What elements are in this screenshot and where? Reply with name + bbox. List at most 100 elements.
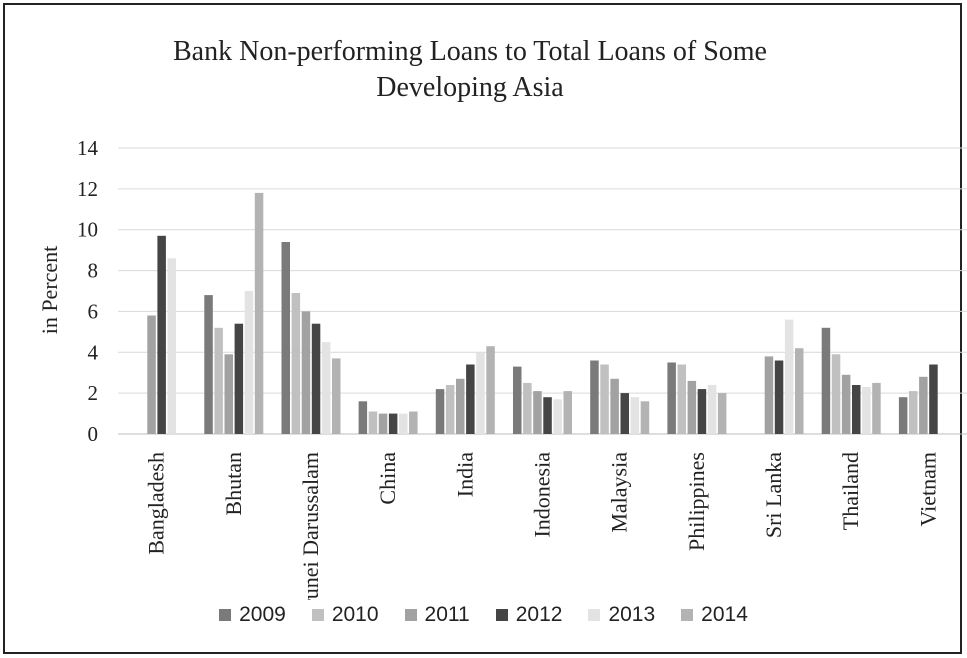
x-tick-labels: Bangladesh Bhutan Brunei Darussalam China In…: [144, 452, 941, 600]
bar-vietnam-2012: [929, 364, 938, 434]
legend-item-2009: 2009: [219, 603, 286, 627]
x-tick-label: India: [452, 452, 477, 497]
bar-vietnam-2010: [909, 391, 918, 434]
x-tick-label: Indonesia: [530, 452, 555, 538]
bar-malaysia-2009: [590, 360, 599, 434]
bars: [147, 192, 938, 434]
x-tick-label: Bangladesh: [144, 452, 169, 555]
bar-china-2009: [358, 401, 368, 434]
y-tick-label: 8: [88, 259, 99, 283]
bar-bhutan-2012: [234, 323, 244, 434]
bar-philippines-2011: [687, 380, 697, 434]
bar-malaysia-2010: [600, 364, 609, 434]
x-tick-label: Brunei Darussalam: [298, 452, 323, 600]
bar-indonesia-2013: [553, 399, 562, 434]
chart-title: Bank Non-performing Loans to Total Loans…: [173, 36, 767, 103]
bar-malaysia-2013: [630, 397, 640, 434]
bar-indonesia-2012: [543, 397, 552, 434]
bar-india-2010: [445, 385, 455, 434]
legend-label: 2013: [608, 603, 656, 626]
bar-bhutan-2009: [204, 295, 213, 434]
bar-malaysia-2014: [640, 401, 650, 434]
bar-china-2012: [388, 413, 398, 434]
bar-vietnam-2011: [919, 376, 928, 434]
legend-swatch: [404, 609, 417, 621]
legend-label: 2009: [239, 603, 286, 626]
legend-item-2012: 2012: [495, 603, 563, 627]
bar-thailand-2009: [821, 327, 831, 434]
bar-china-2010: [368, 411, 378, 434]
legend-swatch: [588, 609, 601, 621]
legend-item-2011: 2011: [404, 603, 470, 627]
bar-philippines-2013: [707, 385, 717, 434]
y-tick-label: 2: [88, 381, 99, 405]
bar-brunei-darussalam-2013: [321, 342, 331, 434]
legend-label: 2012: [515, 603, 563, 626]
y-tick-label: 10: [77, 218, 98, 242]
bar-bangladesh-2013: [167, 258, 176, 434]
bar-brunei-darussalam-2012: [311, 323, 321, 434]
bar-thailand-2012: [852, 385, 861, 434]
bar-bhutan-2011: [224, 354, 233, 434]
plot-area: 0 2 4 6 8 10 12 14 Bangladesh Bhutan Brunei Darus…: [77, 136, 967, 600]
bar-india-2011: [456, 378, 465, 434]
y-tick-label: 4: [88, 340, 99, 364]
bar-india-2012: [466, 364, 475, 434]
bar-bhutan-2014: [254, 192, 264, 434]
bar-thailand-2011: [841, 374, 851, 434]
y-tick-label: 6: [88, 299, 99, 323]
bar-brunei-darussalam-2011: [301, 311, 311, 434]
bar-india-2014: [486, 346, 495, 434]
bar-sri-lanka-2012: [774, 360, 784, 434]
legend: 2009 2010 2011 2012 2013 2014: [0, 603, 967, 627]
bar-sri-lanka-2011: [764, 356, 774, 434]
y-tick-labels: 0 2 4 6 8 10 12 14: [77, 136, 99, 446]
legend-label: 2010: [331, 603, 379, 626]
bar-brunei-darussalam-2010: [291, 293, 301, 434]
legend-label: 2014: [701, 603, 748, 626]
x-tick-label: Malaysia: [607, 452, 632, 533]
y-tick-label: 12: [77, 177, 98, 201]
legend-swatch: [681, 609, 694, 621]
x-tick-label: China: [375, 452, 400, 505]
x-tick-label: Vietnam: [915, 452, 940, 526]
bar-indonesia-2014: [563, 391, 572, 434]
bar-philippines-2012: [697, 389, 707, 434]
bar-bhutan-2010: [214, 327, 223, 434]
bar-thailand-2013: [862, 387, 871, 434]
bar-malaysia-2011: [610, 378, 619, 434]
bar-indonesia-2010: [523, 382, 532, 434]
bar-sri-lanka-2014: [795, 348, 804, 434]
x-tick-label: Bhutan: [221, 452, 246, 516]
legend-swatch: [495, 609, 508, 621]
x-tick-label: Thailand: [838, 452, 863, 530]
bar-indonesia-2009: [513, 366, 522, 434]
y-tick-label: 0: [88, 422, 99, 446]
bar-indonesia-2011: [533, 391, 542, 434]
legend-swatch: [219, 609, 232, 621]
bar-india-2013: [476, 352, 485, 434]
y-tick-label: 14: [77, 136, 99, 160]
bar-china-2013: [399, 413, 408, 434]
bar-india-2009: [435, 389, 445, 434]
bar-china-2014: [409, 411, 418, 434]
bar-malaysia-2012: [620, 393, 629, 434]
bar-philippines-2009: [667, 362, 676, 434]
bar-bangladesh-2012: [157, 235, 166, 434]
legend-item-2010: 2010: [311, 603, 379, 627]
x-tick-label: Sri Lanka: [761, 452, 786, 538]
bar-sri-lanka-2013: [784, 319, 794, 434]
bar-philippines-2010: [677, 364, 686, 434]
bar-thailand-2014: [872, 382, 881, 434]
x-tick-label: Philippines: [684, 452, 709, 551]
bar-bhutan-2013: [244, 291, 254, 434]
bar-brunei-darussalam-2014: [332, 358, 341, 434]
legend-item-2014: 2014: [681, 603, 748, 627]
legend-label: 2011: [424, 603, 470, 626]
bar-philippines-2014: [717, 393, 727, 434]
bar-bangladesh-2011: [147, 315, 156, 434]
bar-china-2011: [378, 413, 388, 434]
bar-brunei-darussalam-2009: [281, 242, 290, 434]
bar-thailand-2010: [831, 354, 841, 434]
legend-swatch: [311, 609, 324, 621]
